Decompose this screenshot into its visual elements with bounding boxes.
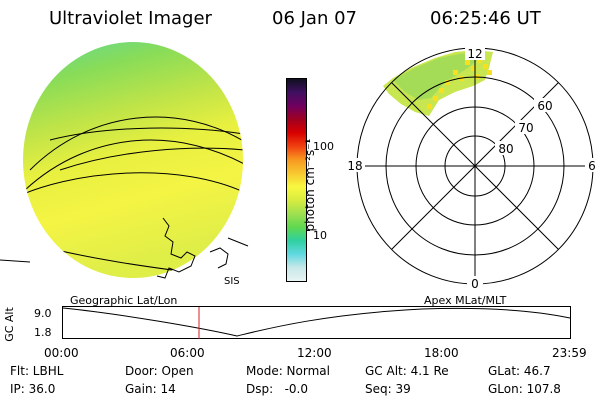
status-door: Door: Open (125, 364, 194, 378)
colorbar-tick-10: 10 (313, 229, 327, 242)
polar-plot: 12 18 6 0 60 70 80 (341, 46, 600, 291)
lat-label-60: 60 (537, 99, 552, 113)
timeline-y-tick-top: 9.0 (34, 307, 52, 320)
mlt-label-6: 6 (588, 159, 596, 173)
status-dsp: Dsp: -0.0 (246, 382, 309, 396)
polar-plot-title: Apex MLat/MLT (424, 294, 507, 307)
timeline-y-label: GC Alt (2, 307, 16, 342)
timeline-x-tick-4: 23:59 (552, 346, 587, 360)
coastline-2 (209, 247, 229, 269)
colorbar-unit-label: photon cm⁻²s⁻¹ (303, 138, 317, 232)
status-seq: Seq: 39 (365, 382, 411, 396)
lat-label-70: 70 (518, 121, 533, 135)
timeline-y-tick-bottom: 1.8 (34, 326, 52, 339)
status-ip: IP: 36.0 (10, 382, 56, 396)
polar-grid (356, 47, 594, 285)
time-label: 06:25:46 UT (430, 8, 541, 29)
status-mode: Mode: Normal (246, 364, 330, 378)
status-glon: GLon: 107.8 (488, 382, 561, 396)
globe-disk (23, 42, 243, 278)
colorbar-gradient (287, 79, 306, 281)
timeline-x-tick-3: 18:00 (424, 346, 459, 360)
altitude-timeline (62, 306, 571, 339)
date-label: 06 Jan 07 (272, 8, 357, 29)
mlt-label-12: 12 (467, 47, 482, 61)
status-gain: Gain: 14 (125, 382, 176, 396)
globe-plot: SIS (0, 42, 249, 287)
status-glat: GLat: 46.7 (488, 364, 551, 378)
lat-label-80: 80 (498, 142, 513, 156)
altitude-curve (62, 307, 571, 337)
timeline-x-tick-0: 00:00 (44, 346, 79, 360)
status-filter: Flt: LBHL (10, 364, 64, 378)
mlt-label-18: 18 (347, 159, 362, 173)
globe-plot-title: Geographic Lat/Lon (70, 294, 178, 307)
instrument-title: Ultraviolet Imager (49, 8, 212, 29)
mlt-label-0: 0 (471, 277, 479, 291)
colorbar (286, 78, 307, 282)
colorbar-tick-100: 100 (313, 140, 334, 153)
station-label: SIS (224, 276, 240, 287)
status-gc-alt: GC Alt: 4.1 Re (365, 364, 449, 378)
timeline-x-tick-1: 06:00 (170, 346, 205, 360)
timeline-x-tick-2: 12:00 (297, 346, 332, 360)
coastline (156, 217, 196, 279)
